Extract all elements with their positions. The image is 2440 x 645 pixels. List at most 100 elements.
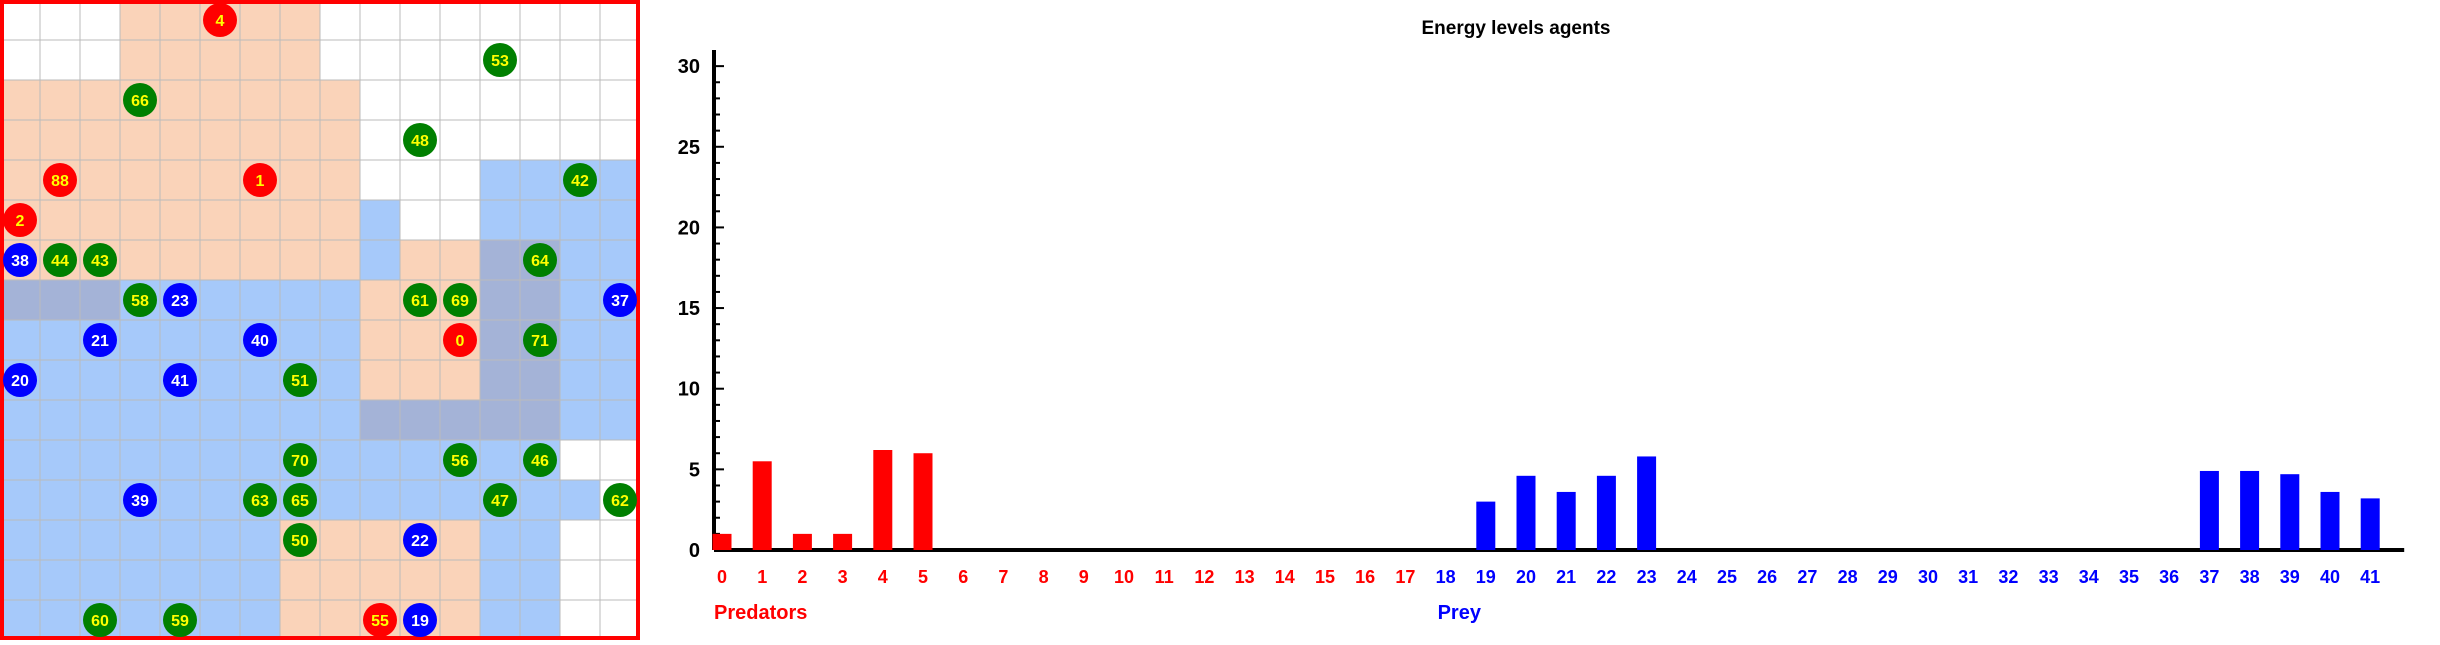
- x-tick-label: 35: [2119, 567, 2139, 587]
- prey-zone-cell: [600, 240, 640, 280]
- prey-zone-cell: [160, 440, 200, 480]
- bar-agent-37: [2199, 470, 2219, 550]
- x-tick-label: 18: [1436, 567, 1456, 587]
- agent-id-label: 19: [411, 613, 429, 630]
- prey-zone-cell: [200, 520, 240, 560]
- x-tick-label: 6: [958, 567, 968, 587]
- prey-zone-cell: [360, 440, 400, 480]
- x-tick-label: 10: [1114, 567, 1134, 587]
- prey-zone-cell: [80, 520, 120, 560]
- prey-zone-cell: [520, 360, 560, 400]
- agent-id-label: 63: [251, 493, 269, 510]
- agent-id-label: 38: [11, 253, 29, 270]
- grid-lines: [0, 0, 641, 641]
- prey-agent: 37: [603, 283, 637, 317]
- prey-zone-cell: [0, 520, 40, 560]
- predator-zone-cell: [120, 120, 160, 160]
- prey-zone-cell: [560, 240, 600, 280]
- x-tick-label: 25: [1717, 567, 1737, 587]
- prey-zone-cell: [40, 560, 80, 600]
- prey-zone-cell: [40, 520, 80, 560]
- predator-zone-cell: [360, 280, 400, 320]
- food-agent-marker: [163, 603, 197, 637]
- prey-agent-marker: [3, 243, 37, 277]
- prey-agent: 23: [163, 283, 197, 317]
- prey-zone-cell: [400, 400, 440, 440]
- prey-zone-cell: [280, 280, 320, 320]
- prey-zone-cell: [480, 280, 520, 320]
- prey-zone-cell: [160, 400, 200, 440]
- predator-zone-cell: [40, 80, 80, 120]
- food-agent-marker: [43, 243, 77, 277]
- prey-zone-cell: [240, 560, 280, 600]
- food-agent-marker: [483, 483, 517, 517]
- prey-agent-marker: [3, 363, 37, 397]
- x-tick-label: 0: [717, 567, 727, 587]
- prey-zone-cell: [520, 160, 560, 200]
- prey-zone-cell: [560, 480, 600, 520]
- prey-zone-cell: [240, 520, 280, 560]
- agent-id-label: 37: [611, 293, 629, 310]
- prey-zone-cell: [80, 440, 120, 480]
- agent-id-label: 23: [171, 293, 189, 310]
- predator-zone-cell: [0, 80, 40, 120]
- y-tick-label: 0: [689, 540, 700, 562]
- x-tick-label: 9: [1079, 567, 1089, 587]
- predator-zone-cell: [360, 520, 400, 560]
- food-agent: 59: [163, 603, 197, 637]
- x-tick-label: 12: [1194, 567, 1214, 587]
- predator-zone-cell: [200, 200, 240, 240]
- x-tick-label: 37: [2199, 567, 2219, 587]
- prey-zone-cell: [200, 560, 240, 600]
- prey-zone-cell: [480, 160, 520, 200]
- food-agent: 43: [83, 243, 117, 277]
- bar-agent-0: [712, 533, 732, 550]
- predator-zone-cell: [360, 360, 400, 400]
- predator-zone-cell: [320, 240, 360, 280]
- prey-zone-cell: [560, 200, 600, 240]
- prey-zone-cell: [120, 440, 160, 480]
- food-agent-marker: [403, 283, 437, 317]
- agent-id-label: 88: [51, 173, 69, 190]
- bar-agent-22: [1596, 475, 1616, 550]
- prey-zone-cell: [280, 400, 320, 440]
- bar-agent-41: [2360, 498, 2380, 550]
- zones-layer: [0, 0, 640, 640]
- x-tick-labels: 0 1 2 3 4 5 6 7 8 9 10 11 12 13 14 15 16 17 18 19 20 21 22 23 24…: [717, 567, 2380, 587]
- x-tick-label: 26: [1757, 567, 1777, 587]
- agent-id-label: 43: [91, 253, 109, 270]
- x-tick-label: 14: [1275, 567, 1295, 587]
- food-agent-marker: [123, 83, 157, 117]
- prey-agent: 39: [123, 483, 157, 517]
- agent-id-label: 44: [51, 253, 69, 270]
- prey-agent-marker: [403, 603, 437, 637]
- bar-agent-5: [913, 453, 933, 550]
- prey-zone-cell: [80, 480, 120, 520]
- prey-agent-marker: [243, 323, 277, 357]
- prey-agent: 38: [3, 243, 37, 277]
- x-tick-label: 8: [1039, 567, 1049, 587]
- predator-zone-cell: [120, 200, 160, 240]
- predator-agent-marker: [3, 203, 37, 237]
- predator-zone-cell: [280, 600, 320, 640]
- food-agent: 47: [483, 483, 517, 517]
- predator-zone-cell: [200, 80, 240, 120]
- predator-zone-cell: [400, 360, 440, 400]
- x-tick-label: 20: [1516, 567, 1536, 587]
- prey-agent: 20: [3, 363, 37, 397]
- predator-zone-cell: [160, 120, 200, 160]
- prey-zone-cell: [160, 320, 200, 360]
- prey-zone-cell: [280, 320, 320, 360]
- predator-zone-cell: [280, 40, 320, 80]
- bar-agent-20: [1516, 475, 1536, 550]
- x-tick-label: 7: [998, 567, 1008, 587]
- prey-zone-cell: [360, 480, 400, 520]
- prey-zone-cell: [320, 400, 360, 440]
- bar-agent-4: [873, 450, 893, 550]
- agent-id-label: 48: [411, 133, 429, 150]
- food-agent: 48: [403, 123, 437, 157]
- food-agent-marker: [523, 443, 557, 477]
- prey-zone-cell: [200, 440, 240, 480]
- x-tick-label: 22: [1596, 567, 1616, 587]
- prey-zone-cell: [320, 360, 360, 400]
